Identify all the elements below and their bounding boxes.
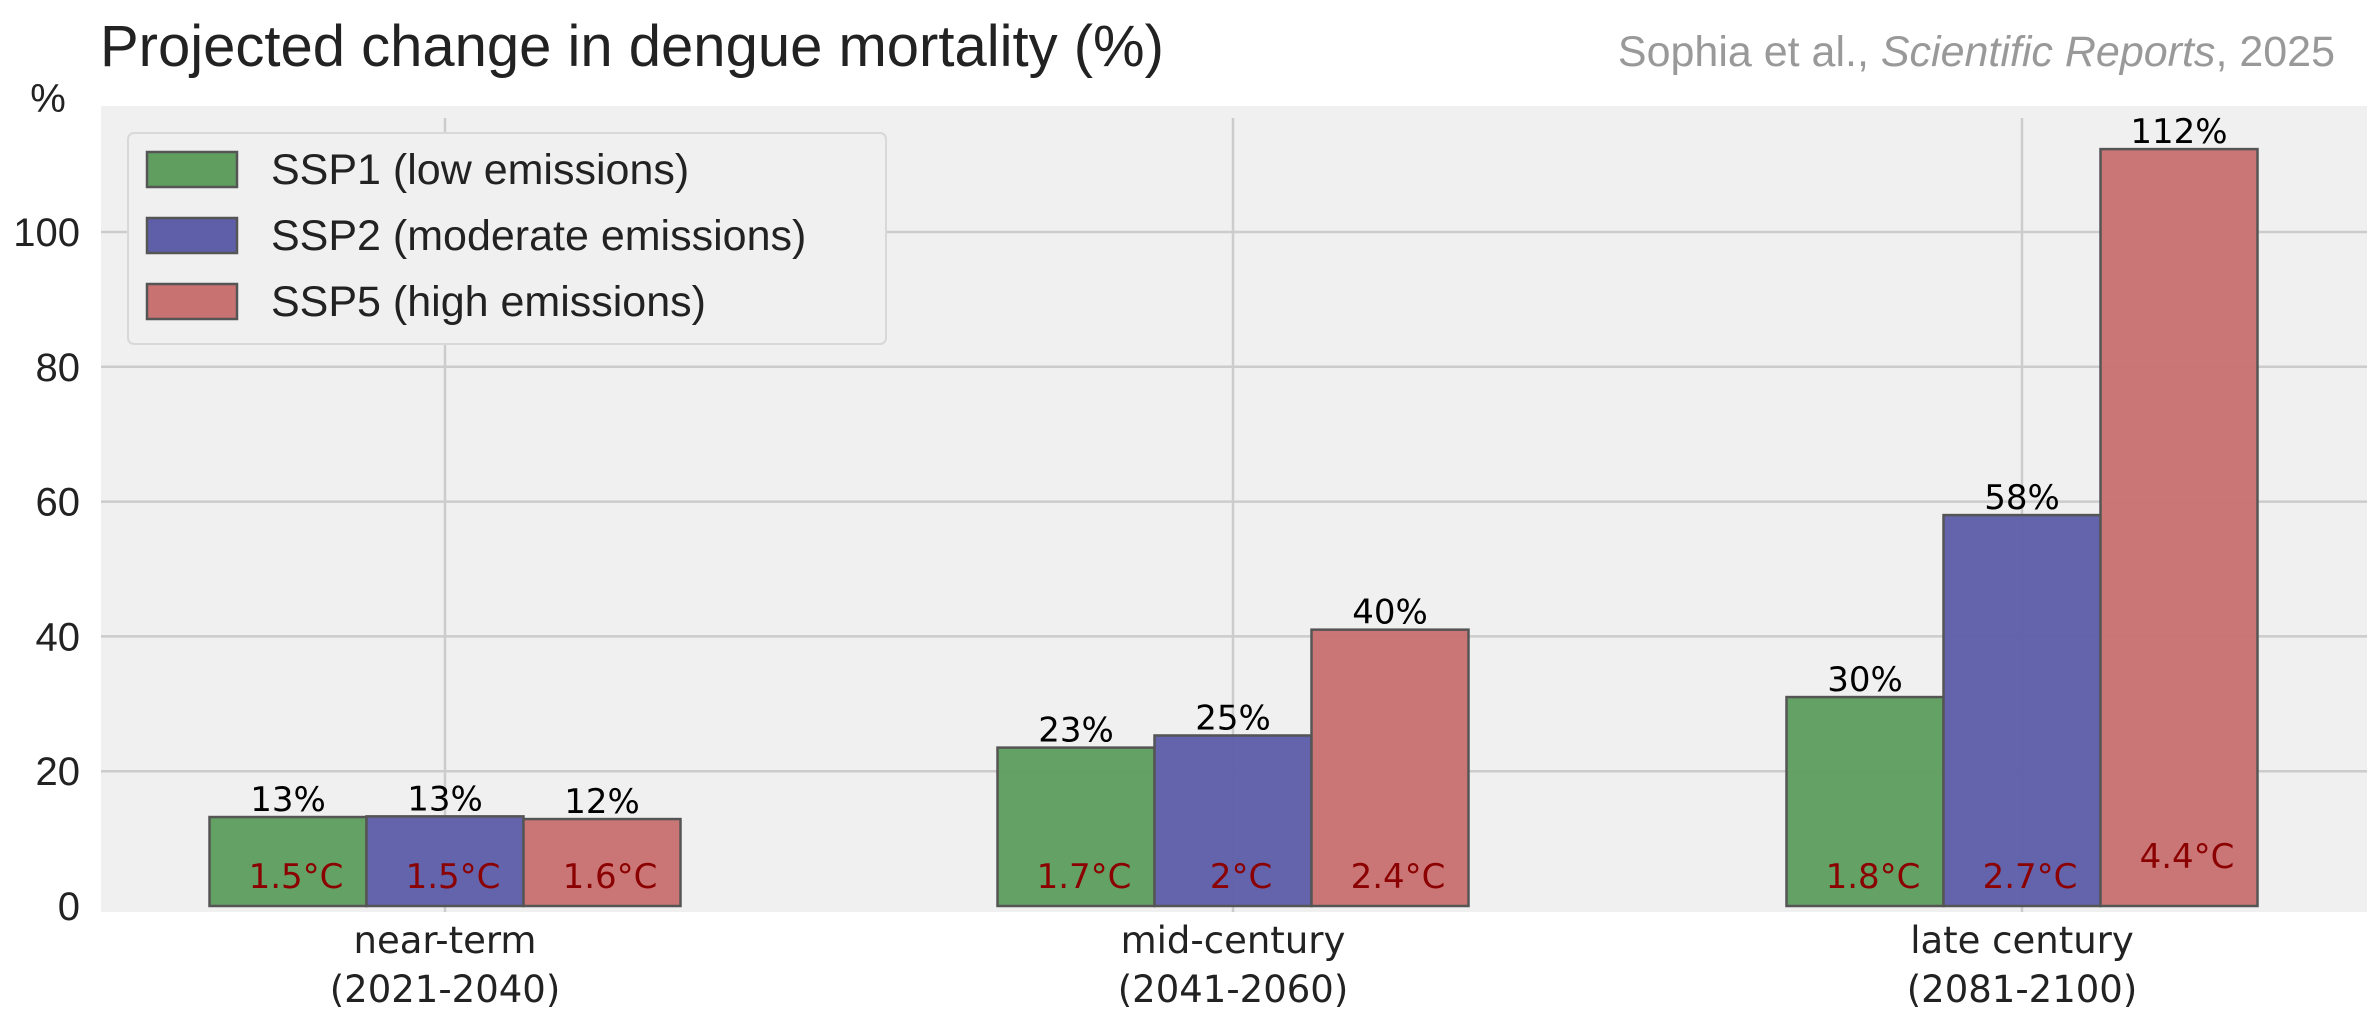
y-axis-label: % (30, 77, 66, 121)
bars (208, 147, 2259, 908)
legend-swatch-3 (145, 282, 239, 321)
y-tick-label: 0 (58, 885, 80, 929)
x-tick-label: late century (1910, 919, 2134, 962)
x-tick-sublabel: (2021-2040) (330, 968, 561, 1011)
x-tick-sublabel: (2041-2060) (1118, 968, 1349, 1011)
citation-year: , 2025 (2215, 28, 2335, 76)
citation-journal: Scientific Reports (1881, 28, 2216, 76)
legend-label-1: SSP1 (low emissions) (271, 146, 689, 194)
bar-value-label: 30% (1827, 660, 1903, 700)
bar-2-2 (1153, 734, 1313, 908)
bar-value-label: 23% (1038, 711, 1114, 751)
temperature-label: 1.7°C (1037, 857, 1132, 897)
y-tick-label: 60 (36, 481, 81, 525)
bar-1-2 (996, 746, 1156, 908)
bar-value-label: 112% (2130, 112, 2227, 152)
y-ticks: 0 20 40 60 80 100 (13, 211, 80, 929)
citation: Sophia et al., Scientific Reports, 2025 (1618, 28, 2335, 76)
legend: SSP1 (low emissions) SSP2 (moderate emiss… (127, 132, 887, 345)
bar-3-2 (1310, 628, 1470, 908)
temperature-label: 2.7°C (1983, 857, 2078, 897)
x-tick-label: mid-century (1121, 919, 1346, 962)
legend-label-2: SSP2 (moderate emissions) (271, 212, 806, 260)
citation-authors: Sophia et al., (1618, 28, 1881, 76)
temperature-label: 1.6°C (563, 857, 658, 897)
temperature-label: 2°C (1210, 857, 1272, 897)
bar-value-label: 25% (1195, 698, 1271, 738)
legend-swatch-2 (145, 216, 239, 255)
bar-value-label: 13% (407, 779, 483, 819)
bar-3-3 (2099, 147, 2259, 908)
legend-label-3: SSP5 (high emissions) (271, 278, 706, 326)
temperature-label: 1.5°C (249, 857, 344, 897)
bar-2-1 (365, 815, 525, 908)
bar-value-label: 58% (1984, 478, 2060, 518)
y-tick-label: 20 (36, 750, 81, 794)
y-tick-label: 100 (13, 211, 80, 255)
legend-swatch-1 (145, 150, 239, 189)
y-tick-label: 80 (36, 346, 81, 390)
bar-value-label: 40% (1352, 593, 1428, 633)
labels: 13% 1.5°C 23% 1.7°C 30% 1.8°C 13% 1.5°C 25% 2°C 58… (249, 112, 2235, 897)
bar-2-3 (1942, 513, 2102, 908)
bar-1-1 (208, 815, 368, 908)
bar-value-label: 13% (250, 780, 326, 820)
temperature-label: 1.5°C (406, 857, 501, 897)
bar-value-label: 12% (564, 782, 640, 822)
chart-title: Projected change in dengue mortality (%) (100, 14, 1164, 79)
y-tick-label: 40 (36, 615, 81, 659)
temperature-label: 4.4°C (2140, 837, 2235, 877)
x-tick-label: near-term (354, 919, 537, 962)
bar-3-1 (522, 817, 682, 908)
legend-box (127, 132, 887, 345)
temperature-label: 1.8°C (1826, 857, 1921, 897)
x-ticks: near-term (2021-2040) mid-century (2041-206… (330, 919, 2138, 1011)
x-tick-sublabel: (2081-2100) (1907, 968, 2138, 1011)
temperature-label: 2.4°C (1351, 857, 1446, 897)
